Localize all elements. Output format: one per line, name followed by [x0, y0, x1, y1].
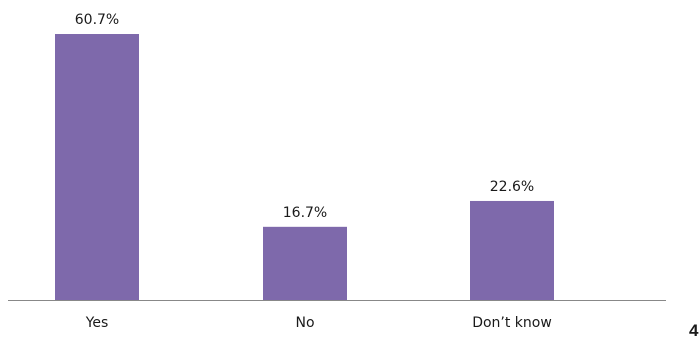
value-label-1: 60.7%: [75, 12, 119, 28]
category-label-1: Yes: [85, 315, 109, 331]
bar-1: [55, 34, 139, 300]
bar-2: [263, 226, 347, 300]
bars-group: [55, 34, 554, 300]
value-label-2: 16.7%: [283, 205, 327, 221]
value-label-3: 22.6%: [490, 179, 534, 195]
category-label-3: Don’t know: [472, 315, 552, 331]
value-labels-group: 60.7% 16.7% 22.6%: [75, 12, 534, 221]
category-label-2: No: [295, 315, 314, 331]
bar-3: [470, 200, 554, 300]
page-number: 4: [689, 321, 699, 340]
category-labels-group: Yes No Don’t know: [85, 315, 552, 331]
